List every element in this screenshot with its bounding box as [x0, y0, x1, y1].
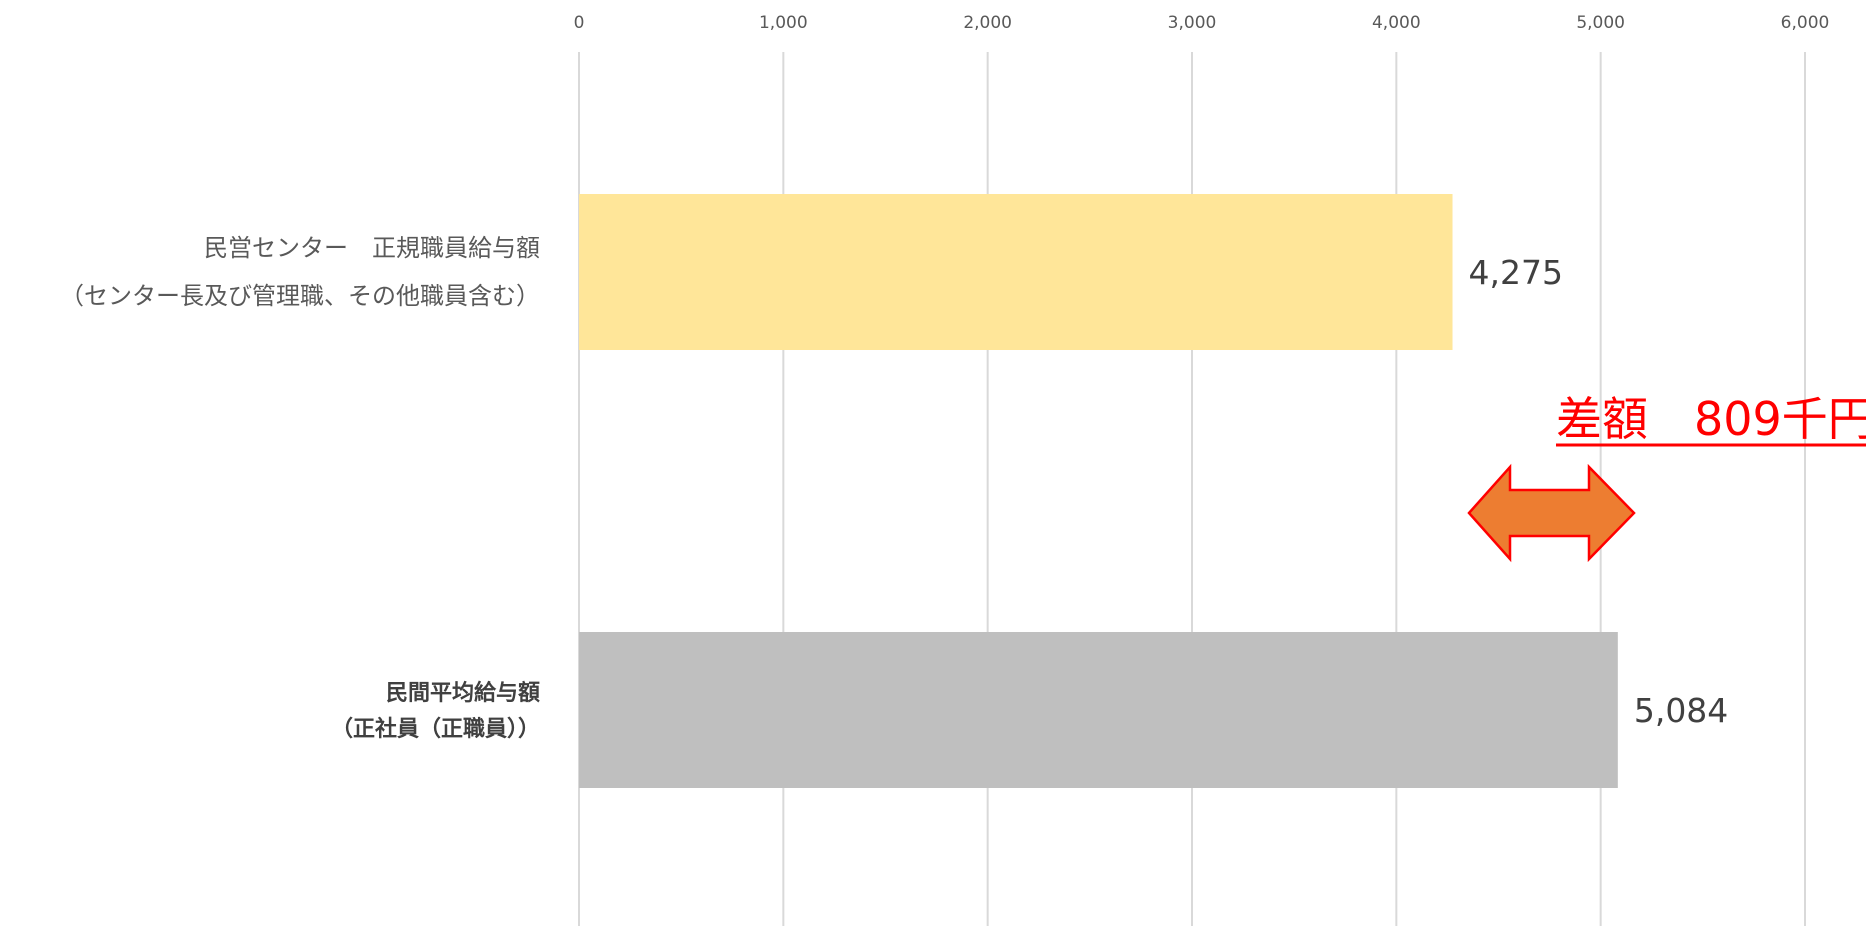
category-label: 民営センター 正規職員給与額 [204, 234, 540, 262]
category-label: （センター長及び管理職、その他職員含む） [60, 282, 540, 310]
bars [579, 194, 1618, 788]
difference-annotation: 差額 809千円 [1467, 392, 1866, 563]
x-tick-label: 0 [574, 13, 585, 33]
bar [579, 194, 1453, 350]
x-tick-label: 1,000 [759, 13, 808, 33]
difference-label: 差額 809千円 [1556, 392, 1866, 446]
data-label: 4,275 [1469, 253, 1563, 292]
x-axis-ticks: 0 1,000 2,000 3,000 4,000 5,000 6,000 [574, 13, 1830, 33]
data-label: 5,084 [1634, 691, 1728, 730]
category-label: （正社員（正職員）） [331, 716, 540, 742]
x-tick-label: 3,000 [1168, 13, 1217, 33]
x-tick-label: 5,000 [1576, 13, 1625, 33]
gridlines [578, 52, 1806, 926]
data-labels: 4,275 5,084 [1469, 253, 1729, 730]
bar [579, 632, 1618, 788]
double-arrow-icon [1467, 463, 1636, 563]
category-label: 民間平均給与額 [386, 680, 540, 706]
category-labels: 民営センター 正規職員給与額 （センター長及び管理職、その他職員含む） 民間平均給与… [60, 234, 540, 742]
x-tick-label: 6,000 [1781, 13, 1830, 33]
x-tick-label: 2,000 [963, 13, 1012, 33]
x-tick-label: 4,000 [1372, 13, 1421, 33]
